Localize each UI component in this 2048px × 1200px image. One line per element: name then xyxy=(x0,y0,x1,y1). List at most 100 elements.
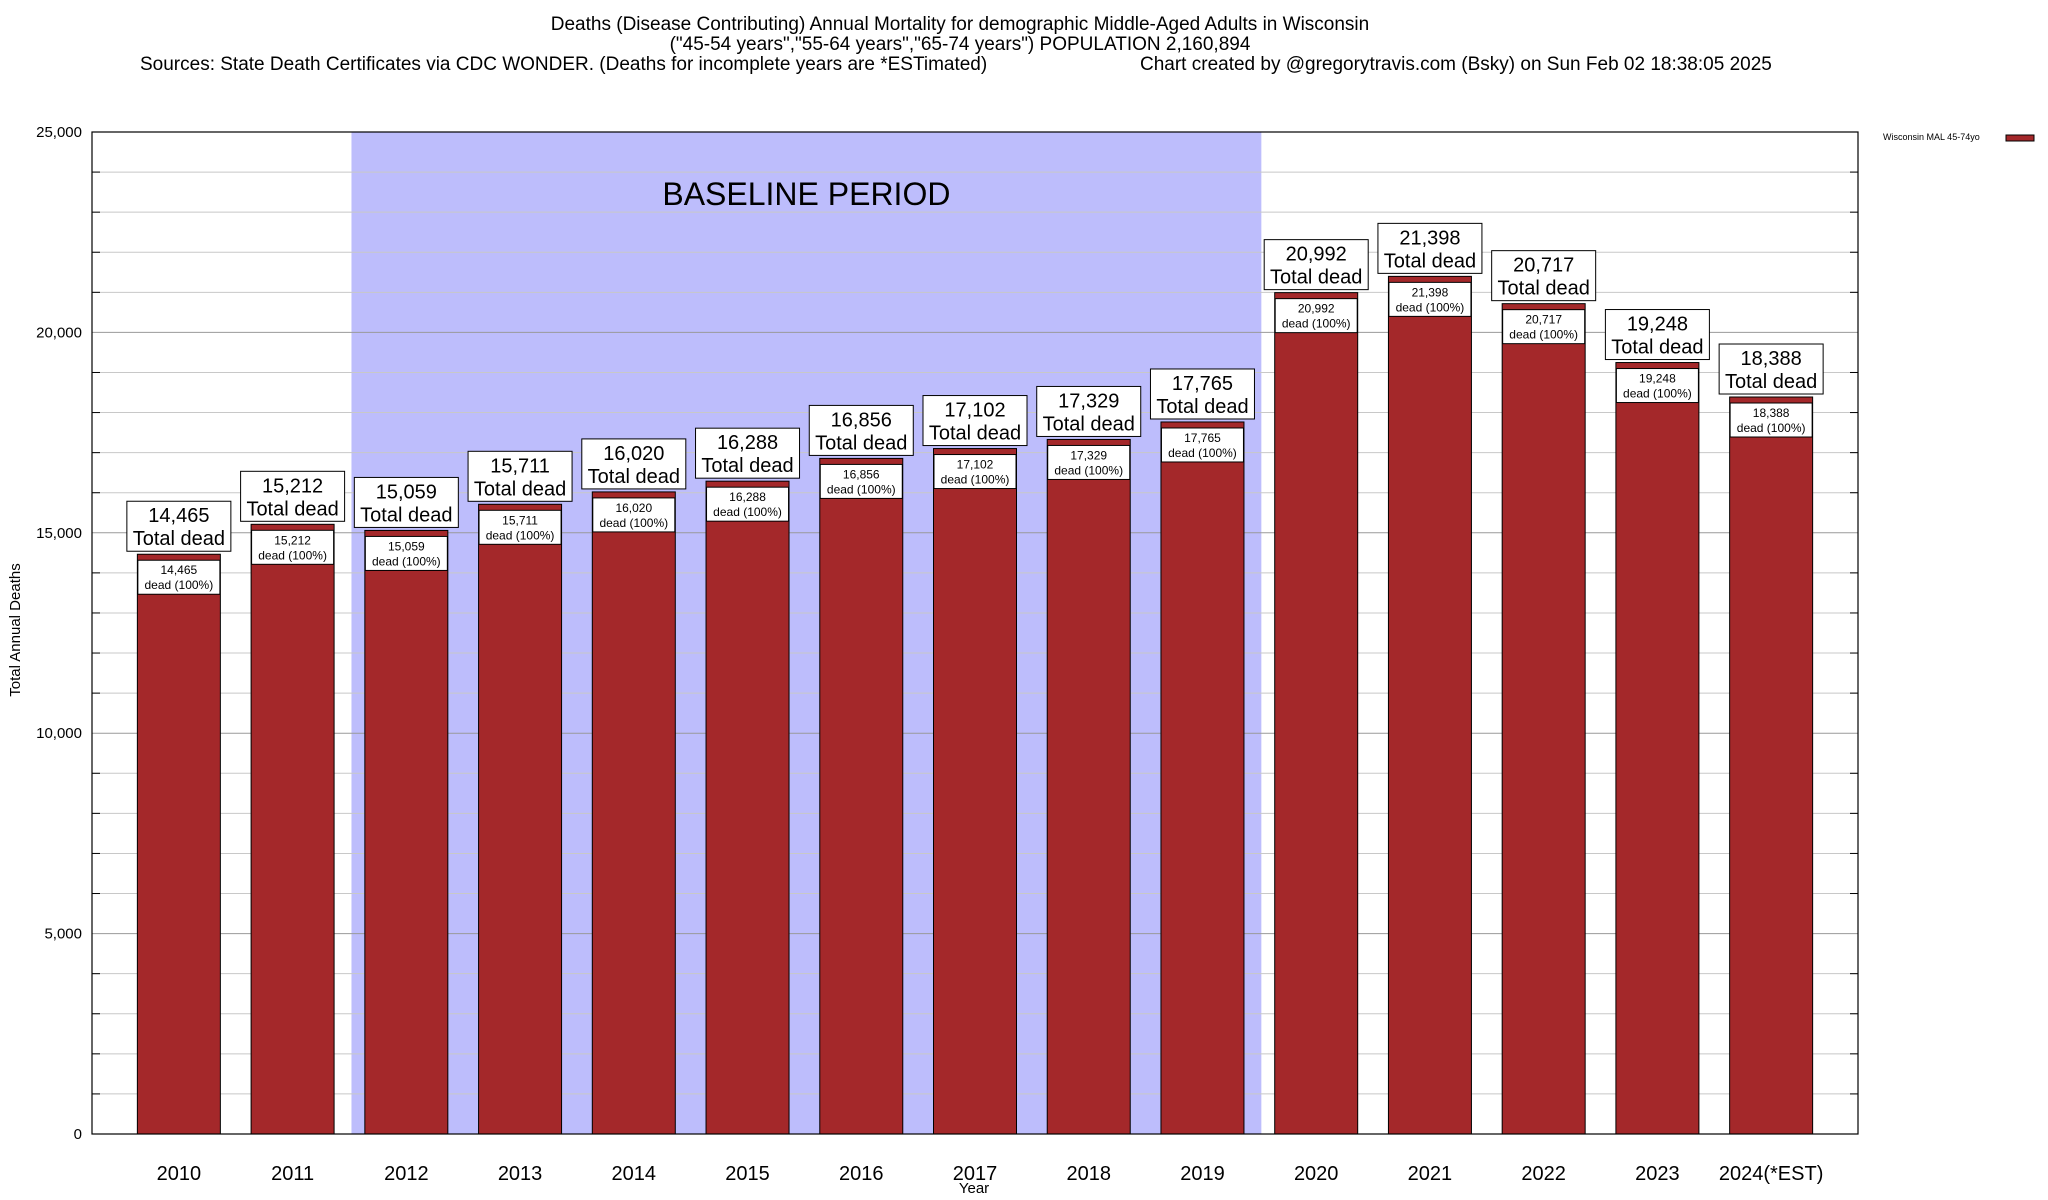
total-dead-label: Total dead xyxy=(929,423,1021,445)
total-label-box xyxy=(1149,368,1255,420)
inner-label-box xyxy=(1729,402,1813,438)
inner-label-box xyxy=(819,463,903,499)
total-label-box xyxy=(1604,309,1710,361)
x-tick-label: 2017 xyxy=(953,1163,998,1185)
total-value-label: 17,765 xyxy=(1172,373,1233,395)
total-dead-label: Total dead xyxy=(133,528,225,550)
inner-value-label: 14,465 xyxy=(161,563,198,577)
inner-percent-label: dead (100%) xyxy=(372,554,441,568)
x-tick-label: 2012 xyxy=(384,1163,429,1185)
total-dead-label: Total dead xyxy=(474,478,566,500)
inner-value-label: 17,102 xyxy=(957,458,994,472)
y-tick-label: 10,000 xyxy=(36,725,82,742)
inner-value-label: 15,212 xyxy=(274,533,311,547)
x-axis-label: Year xyxy=(959,1180,989,1197)
total-label-box xyxy=(1491,250,1597,302)
inner-value-label: 16,020 xyxy=(615,501,652,515)
inner-label-box xyxy=(1160,427,1244,463)
bar xyxy=(1274,292,1359,1135)
chart-credit: Chart created by @gregorytravis.com (Bsk… xyxy=(1140,54,1772,75)
total-value-label: 19,248 xyxy=(1627,314,1688,336)
inner-value-label: 18,388 xyxy=(1753,406,1790,420)
total-label-box xyxy=(240,470,346,522)
inner-percent-label: dead (100%) xyxy=(1737,421,1806,435)
bar xyxy=(591,491,676,1135)
inner-label-box xyxy=(1615,368,1699,404)
inner-percent-label: dead (100%) xyxy=(827,482,896,496)
y-tick-label: 15,000 xyxy=(36,525,82,542)
bar xyxy=(705,480,790,1135)
y-tick-label: 20,000 xyxy=(36,324,82,341)
bar xyxy=(819,457,904,1135)
total-dead-label: Total dead xyxy=(588,466,680,488)
total-value-label: 16,856 xyxy=(831,409,892,431)
bar xyxy=(1387,275,1472,1135)
total-value-label: 21,398 xyxy=(1399,227,1460,249)
inner-value-label: 17,765 xyxy=(1184,431,1221,445)
inner-value-label: 16,288 xyxy=(729,490,766,504)
inner-label-box xyxy=(1502,309,1586,345)
total-dead-label: Total dead xyxy=(246,498,338,520)
total-dead-label: Total dead xyxy=(1156,396,1248,418)
bar xyxy=(1046,438,1131,1135)
x-tick-label: 2018 xyxy=(1066,1163,1111,1185)
total-value-label: 15,711 xyxy=(490,455,550,477)
inner-label-box xyxy=(137,559,221,595)
bar xyxy=(478,503,563,1135)
bar xyxy=(250,523,335,1135)
total-label-box xyxy=(1377,222,1483,274)
plot-frame xyxy=(91,131,1859,1135)
x-tick-label: 2013 xyxy=(498,1163,543,1185)
total-dead-label: Total dead xyxy=(1384,250,1476,272)
inner-label-box xyxy=(1047,444,1131,480)
total-value-label: 17,102 xyxy=(944,400,1005,422)
inner-label-box xyxy=(592,497,676,533)
inner-percent-label: dead (100%) xyxy=(599,516,668,530)
total-dead-label: Total dead xyxy=(1043,413,1135,435)
y-tick-label: 5,000 xyxy=(44,926,82,943)
total-dead-label: Total dead xyxy=(360,504,452,526)
inner-percent-label: dead (100%) xyxy=(1623,387,1692,401)
total-label-box xyxy=(126,500,232,552)
inner-percent-label: dead (100%) xyxy=(145,578,214,592)
inner-percent-label: dead (100%) xyxy=(258,548,327,562)
total-value-label: 20,992 xyxy=(1286,244,1347,266)
inner-percent-label: dead (100%) xyxy=(941,473,1010,487)
inner-label-box xyxy=(933,454,1017,490)
x-tick-label: 2014 xyxy=(612,1163,657,1185)
y-tick-label: 25,000 xyxy=(36,124,82,141)
total-label-box xyxy=(1036,385,1142,437)
inner-label-box xyxy=(364,535,448,571)
legend-swatch xyxy=(2005,134,2035,142)
bar xyxy=(1729,396,1814,1135)
bar xyxy=(1501,303,1586,1135)
total-label-box xyxy=(1263,239,1369,291)
inner-value-label: 16,856 xyxy=(843,467,880,481)
x-tick-label: 2010 xyxy=(157,1163,202,1185)
total-label-box xyxy=(467,450,573,502)
baseline-label: BASELINE PERIOD xyxy=(662,176,950,212)
x-tick-label: 2021 xyxy=(1408,1163,1453,1185)
x-tick-label: 2015 xyxy=(725,1163,770,1185)
total-value-label: 16,020 xyxy=(603,443,664,465)
total-dead-label: Total dead xyxy=(1725,371,1817,393)
total-label-box xyxy=(581,438,687,490)
total-value-label: 15,212 xyxy=(262,475,323,497)
x-tick-label: 2023 xyxy=(1635,1163,1680,1185)
inner-value-label: 15,711 xyxy=(502,513,538,527)
bar xyxy=(136,553,221,1135)
x-tick-label: 2020 xyxy=(1294,1163,1339,1185)
inner-value-label: 19,248 xyxy=(1639,372,1676,386)
inner-percent-label: dead (100%) xyxy=(713,505,782,519)
y-tick-label: 0 xyxy=(74,1126,82,1143)
total-label-box xyxy=(808,404,914,456)
total-dead-label: Total dead xyxy=(815,432,907,454)
bar xyxy=(1615,362,1700,1135)
total-value-label: 17,329 xyxy=(1058,390,1119,412)
y-axis-label: Total Annual Deaths xyxy=(7,563,24,696)
x-tick-label: 2019 xyxy=(1180,1163,1225,1185)
total-label-box xyxy=(1718,343,1824,395)
x-tick-label: 2022 xyxy=(1521,1163,1566,1185)
total-label-box xyxy=(353,476,459,528)
